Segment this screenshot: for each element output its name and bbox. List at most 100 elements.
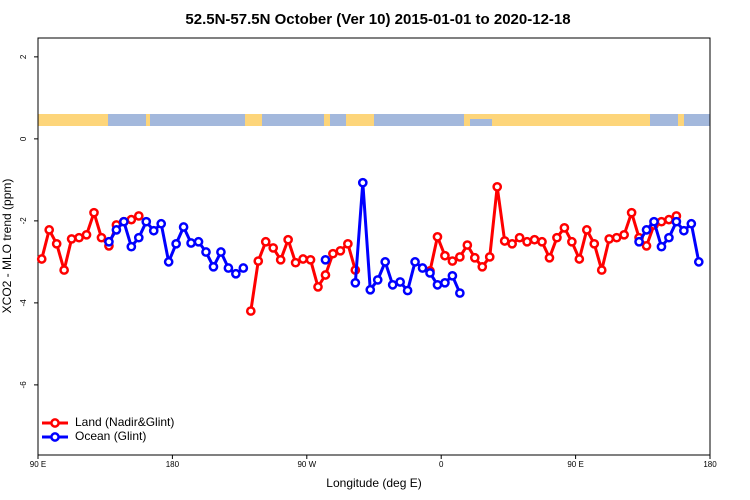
data-point [395,277,405,287]
data-point [320,270,331,280]
data-point [111,225,122,235]
data-point [357,177,368,188]
data-point [589,238,600,249]
data-point [649,216,659,227]
data-point [365,284,376,295]
data-point [126,214,137,225]
data-point [686,218,697,229]
data-point [104,236,114,247]
data-point [641,225,652,235]
data-point [126,241,137,252]
x-tick-label: 90 E [30,460,46,469]
data-point [380,257,391,267]
data-point [260,236,271,247]
data-point [611,232,622,243]
data-point [574,254,585,264]
data-point [656,216,667,227]
data-point [193,236,204,247]
data-point [410,257,420,267]
data-point [447,270,458,281]
land-ocean-strip [38,114,710,126]
data-point [455,252,465,262]
data-point [529,234,540,245]
data-point [141,216,152,227]
data-point [552,232,562,243]
data-point [507,238,517,249]
x-tick-label: 0 [439,460,444,469]
data-point [432,232,443,242]
data-point [96,232,107,243]
data-point [275,254,286,265]
data-point [268,243,279,253]
data-point [156,218,167,229]
data-point [298,254,308,264]
data-point [223,263,234,273]
data-point [290,257,301,268]
data-point [402,285,413,296]
data-point [492,181,503,192]
data-point [178,222,189,232]
y-tick-label: 0 [19,136,28,141]
y-tick-label: -6 [19,381,28,389]
data-point [634,236,644,247]
data-point [417,263,428,273]
data-point [231,268,241,279]
data-point [372,275,383,285]
data-point [66,234,77,244]
data-point [455,288,465,298]
data-point [679,225,689,236]
data-point [36,254,47,264]
data-point [626,207,637,218]
data-point [559,222,570,233]
data-point [245,306,256,316]
data-point [469,252,480,263]
legend-label: Land (Nadir&Glint) [75,415,174,429]
data-point [89,207,99,218]
data-point [119,216,129,227]
data-point [320,254,331,265]
data-point [133,211,144,221]
data-point [305,254,316,265]
data-point [335,245,346,256]
data-point [328,248,338,259]
data-point [216,247,226,257]
data-point [664,232,674,243]
data-point [283,234,293,245]
data-point [186,238,196,248]
data-point [567,236,577,247]
data-point [425,268,435,278]
data-point [656,241,667,252]
data-point [432,279,443,290]
data-point [313,282,323,292]
y-axis-label: XCO2 - MLO trend (ppm) [0,179,14,314]
data-point [74,232,84,243]
y-tick-label: -2 [19,217,28,225]
data-point [544,252,555,263]
data-point [462,240,473,250]
data-point [596,265,607,275]
x-tick-label: 180 [703,460,717,469]
data-point [440,250,450,261]
data-point [81,229,92,240]
data-point [484,252,495,262]
data-point [387,279,398,290]
data-point [477,261,488,272]
data-point [350,277,361,288]
data-point [693,257,704,267]
data-point [201,247,211,257]
data-point [671,216,682,227]
data-point [514,232,525,243]
y-tick-label: 2 [19,54,28,59]
data-point [447,256,458,266]
data-point [619,229,629,240]
data-point [440,277,450,288]
plot-frame [37,37,711,456]
y-tick-label: -4 [19,299,28,307]
legend-marker [50,432,60,442]
data-point [163,257,174,267]
legend-label: Ocean (Glint) [75,429,146,443]
data-point [537,236,547,247]
data-point [522,236,532,247]
data-point [253,256,264,266]
data-point [238,263,249,273]
